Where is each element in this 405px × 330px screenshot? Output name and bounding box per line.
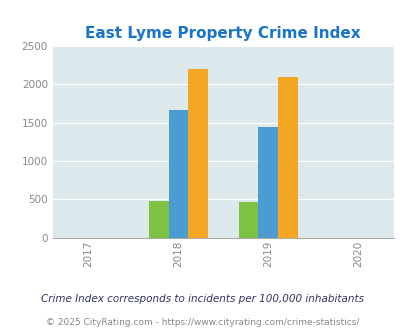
Bar <box>238 202 258 238</box>
Title: East Lyme Property Crime Index: East Lyme Property Crime Index <box>85 26 360 41</box>
Bar <box>149 201 168 238</box>
Bar <box>168 110 188 238</box>
Text: Crime Index corresponds to incidents per 100,000 inhabitants: Crime Index corresponds to incidents per… <box>41 294 364 304</box>
Bar <box>258 127 277 238</box>
Text: © 2025 CityRating.com - https://www.cityrating.com/crime-statistics/: © 2025 CityRating.com - https://www.city… <box>46 318 359 327</box>
Bar <box>188 69 207 238</box>
Bar <box>277 77 297 238</box>
